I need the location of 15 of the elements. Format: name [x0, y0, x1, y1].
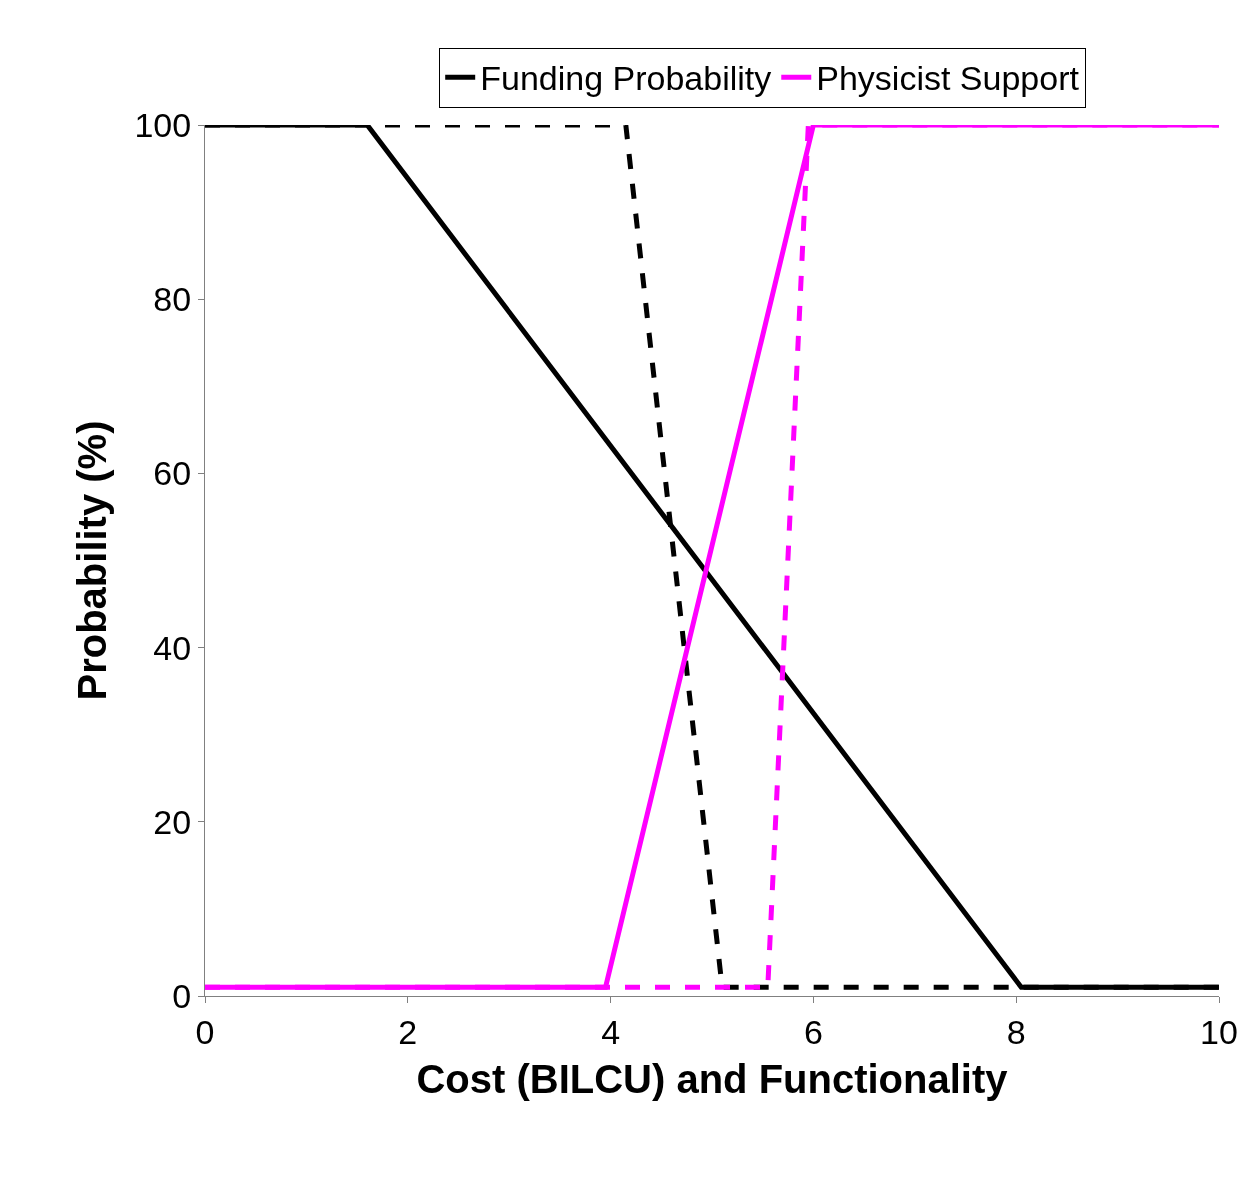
y-axis-title: Probability (%)	[69, 420, 114, 701]
x-tick-label: 2	[398, 1012, 418, 1051]
y-tick-label: 40	[153, 628, 192, 667]
x-tick-label: 6	[803, 1012, 823, 1051]
x-tick-label: 10	[1200, 1012, 1238, 1051]
y-tick-label: 100	[134, 105, 192, 144]
x-axis-title: Cost (BILCU) and Functionality	[416, 1057, 1009, 1102]
legend-label: Funding Probability	[480, 59, 772, 98]
y-tick-label: 0	[172, 976, 192, 1015]
x-tick-label: 8	[1006, 1012, 1026, 1051]
x-tick-label: 4	[601, 1012, 621, 1051]
legend-label: Physicist Support	[816, 59, 1080, 98]
y-tick-label: 20	[153, 802, 192, 841]
y-tick-label: 80	[153, 280, 192, 319]
y-tick-label: 60	[153, 454, 192, 493]
